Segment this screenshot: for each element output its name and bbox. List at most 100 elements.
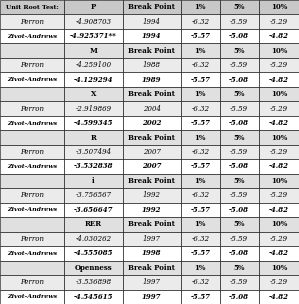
Text: -5.57: -5.57 bbox=[190, 119, 210, 127]
Text: 1989: 1989 bbox=[142, 76, 161, 84]
Text: 1%: 1% bbox=[195, 177, 206, 185]
Bar bbox=[64, 159, 123, 174]
Bar bbox=[0, 130, 64, 145]
Bar bbox=[220, 87, 259, 101]
Bar bbox=[220, 174, 259, 188]
Text: 1%: 1% bbox=[195, 47, 206, 55]
Text: 2002: 2002 bbox=[142, 119, 161, 127]
Text: -6.32: -6.32 bbox=[191, 18, 209, 26]
Bar bbox=[220, 15, 259, 29]
Text: -5.29: -5.29 bbox=[270, 278, 288, 286]
Text: -5.08: -5.08 bbox=[229, 32, 249, 40]
Bar bbox=[64, 0, 123, 15]
Text: -4.82: -4.82 bbox=[269, 206, 289, 214]
Bar bbox=[181, 58, 220, 72]
Text: -4.925371**: -4.925371** bbox=[70, 32, 117, 40]
Text: Openness: Openness bbox=[75, 264, 112, 272]
Bar bbox=[123, 232, 181, 246]
Bar bbox=[220, 145, 259, 159]
Text: X: X bbox=[91, 90, 96, 98]
Text: -5.29: -5.29 bbox=[270, 235, 288, 243]
Text: Break Point: Break Point bbox=[128, 220, 175, 228]
Bar bbox=[64, 275, 123, 289]
Text: -4.259100: -4.259100 bbox=[75, 61, 112, 69]
Text: Zivot-Andrews: Zivot-Andrews bbox=[7, 164, 57, 169]
Bar bbox=[259, 261, 299, 275]
Text: -5.29: -5.29 bbox=[270, 192, 288, 199]
Text: -4.82: -4.82 bbox=[269, 76, 289, 84]
Text: 1994: 1994 bbox=[143, 18, 161, 26]
Text: -6.32: -6.32 bbox=[191, 61, 209, 69]
Bar bbox=[123, 246, 181, 261]
Bar bbox=[0, 58, 64, 72]
Text: -5.59: -5.59 bbox=[230, 192, 248, 199]
Bar bbox=[123, 0, 181, 15]
Text: -4.82: -4.82 bbox=[269, 293, 289, 301]
Bar bbox=[0, 29, 64, 43]
Bar bbox=[64, 289, 123, 304]
Bar bbox=[181, 159, 220, 174]
Text: -5.57: -5.57 bbox=[190, 206, 210, 214]
Text: 1994: 1994 bbox=[142, 32, 161, 40]
Text: -5.59: -5.59 bbox=[230, 148, 248, 156]
Text: 2007: 2007 bbox=[143, 148, 161, 156]
Bar bbox=[64, 101, 123, 116]
Bar bbox=[220, 289, 259, 304]
Bar bbox=[259, 43, 299, 58]
Bar bbox=[64, 174, 123, 188]
Text: Break Point: Break Point bbox=[128, 133, 175, 142]
Bar bbox=[64, 116, 123, 130]
Bar bbox=[220, 0, 259, 15]
Bar bbox=[181, 246, 220, 261]
Bar bbox=[181, 275, 220, 289]
Text: -6.32: -6.32 bbox=[191, 105, 209, 112]
Text: 1%: 1% bbox=[195, 3, 206, 11]
Text: -5.57: -5.57 bbox=[190, 162, 210, 171]
Text: Perron: Perron bbox=[20, 61, 44, 69]
Bar bbox=[220, 188, 259, 203]
Text: -5.59: -5.59 bbox=[230, 278, 248, 286]
Text: 1992: 1992 bbox=[143, 192, 161, 199]
Bar bbox=[259, 72, 299, 87]
Bar bbox=[123, 217, 181, 232]
Text: 5%: 5% bbox=[234, 3, 245, 11]
Text: -5.08: -5.08 bbox=[229, 162, 249, 171]
Bar bbox=[0, 15, 64, 29]
Bar bbox=[0, 188, 64, 203]
Bar bbox=[123, 159, 181, 174]
Bar bbox=[0, 261, 64, 275]
Text: 1992: 1992 bbox=[142, 206, 161, 214]
Bar bbox=[0, 203, 64, 217]
Bar bbox=[0, 232, 64, 246]
Bar bbox=[220, 29, 259, 43]
Text: -4.908703: -4.908703 bbox=[75, 18, 112, 26]
Bar bbox=[181, 72, 220, 87]
Text: Zivot-Andrews: Zivot-Andrews bbox=[7, 77, 57, 82]
Text: -5.29: -5.29 bbox=[270, 18, 288, 26]
Bar bbox=[64, 15, 123, 29]
Text: -4.555085: -4.555085 bbox=[74, 249, 113, 257]
Bar bbox=[220, 203, 259, 217]
Bar bbox=[220, 130, 259, 145]
Text: -4.545615: -4.545615 bbox=[74, 293, 113, 301]
Bar bbox=[64, 87, 123, 101]
Bar bbox=[220, 275, 259, 289]
Text: -5.59: -5.59 bbox=[230, 61, 248, 69]
Bar bbox=[64, 58, 123, 72]
Bar bbox=[123, 29, 181, 43]
Text: -5.08: -5.08 bbox=[229, 119, 249, 127]
Bar bbox=[181, 0, 220, 15]
Bar bbox=[181, 261, 220, 275]
Bar bbox=[0, 159, 64, 174]
Bar bbox=[0, 174, 64, 188]
Bar bbox=[0, 0, 64, 15]
Bar bbox=[123, 145, 181, 159]
Bar bbox=[0, 246, 64, 261]
Text: i: i bbox=[92, 177, 95, 185]
Text: 10%: 10% bbox=[271, 177, 287, 185]
Bar bbox=[181, 130, 220, 145]
Text: -6.32: -6.32 bbox=[191, 235, 209, 243]
Text: Perron: Perron bbox=[20, 235, 44, 243]
Text: 5%: 5% bbox=[234, 133, 245, 142]
Bar bbox=[259, 58, 299, 72]
